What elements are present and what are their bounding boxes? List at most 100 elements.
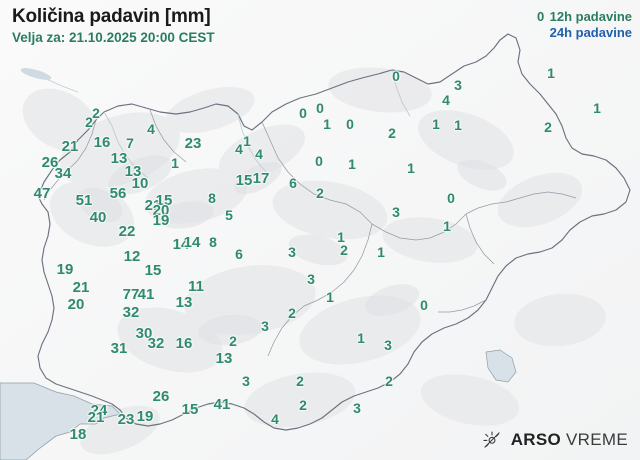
station-value: 1 bbox=[432, 116, 440, 132]
station-value: 3 bbox=[392, 204, 400, 220]
station-value: 6 bbox=[235, 246, 243, 262]
station-value: 1 bbox=[547, 65, 555, 81]
station-value: 13 bbox=[124, 163, 142, 180]
station-value: 40 bbox=[89, 209, 107, 226]
station-value: 0 bbox=[447, 190, 455, 206]
station-value: 2 bbox=[316, 185, 324, 201]
station-value: 19 bbox=[136, 408, 154, 425]
terrain-relief-dark bbox=[77, 155, 507, 346]
station-value: 4 bbox=[255, 146, 263, 162]
station-value: 1 bbox=[357, 330, 365, 346]
station-value: 3 bbox=[353, 400, 361, 416]
station-value: 1 bbox=[593, 100, 601, 116]
station-value: 2 bbox=[299, 397, 307, 413]
station-value: 1 bbox=[243, 133, 251, 149]
station-value: 51 bbox=[75, 192, 93, 209]
station-value: 22 bbox=[118, 223, 136, 240]
station-value: 56 bbox=[109, 185, 127, 202]
station-value: 47 bbox=[33, 185, 51, 202]
station-value: 1 bbox=[323, 116, 331, 132]
station-value: 7 bbox=[126, 135, 134, 151]
station-value: 3 bbox=[242, 373, 250, 389]
sun-cloud-icon bbox=[483, 431, 500, 448]
station-value: 0 bbox=[392, 68, 400, 84]
station-value: 16 bbox=[175, 335, 193, 352]
station-value: 1 bbox=[454, 117, 462, 133]
station-value: 2 bbox=[288, 305, 296, 321]
station-value: 21 bbox=[144, 197, 162, 214]
station-value: 2 bbox=[296, 373, 304, 389]
legend: 0 12h padavine 24h padavine bbox=[535, 9, 632, 41]
station-value: 4 bbox=[147, 121, 155, 137]
legend-label-24h: 24h padavine bbox=[549, 25, 632, 40]
station-value: 2 bbox=[92, 105, 100, 121]
station-value: 1 bbox=[348, 156, 356, 172]
station-value: 6 bbox=[289, 175, 297, 191]
station-value: 1 bbox=[377, 244, 385, 260]
station-value: 32 bbox=[147, 335, 165, 352]
station-value: 4 bbox=[235, 141, 243, 157]
station-value: 30 bbox=[135, 325, 153, 342]
station-value: 1 bbox=[407, 160, 415, 176]
station-value: 1 bbox=[326, 289, 334, 305]
station-value: 1 bbox=[171, 155, 179, 171]
arso-brand: ARSO VREME bbox=[482, 430, 628, 450]
legend-sample-12h: 0 bbox=[537, 9, 545, 24]
station-value: 4 bbox=[271, 411, 279, 427]
station-value: 18 bbox=[69, 426, 87, 443]
station-value: 3 bbox=[288, 244, 296, 260]
station-value: 21 bbox=[72, 279, 90, 296]
station-value: 19 bbox=[56, 261, 74, 278]
station-value: 3 bbox=[261, 318, 269, 334]
station-value: 3 bbox=[384, 337, 392, 353]
station-value: 0 bbox=[316, 100, 324, 116]
station-value: 20 bbox=[152, 202, 170, 219]
brand-name-rest: VREME bbox=[561, 430, 628, 449]
legend-item-12h: 0 12h padavine bbox=[535, 9, 632, 25]
station-value: 2 bbox=[85, 114, 93, 130]
station-value: 21 bbox=[61, 138, 79, 155]
station-value: 11 bbox=[188, 278, 204, 295]
station-value: 0 bbox=[299, 105, 307, 121]
station-value: 26 bbox=[41, 154, 59, 171]
station-value: 12 bbox=[123, 248, 141, 265]
station-value: 14 bbox=[172, 236, 190, 253]
station-value: 34 bbox=[54, 165, 72, 182]
station-value: 5 bbox=[225, 207, 233, 223]
station-value: 20 bbox=[67, 296, 85, 313]
station-value: 3 bbox=[307, 271, 315, 287]
station-value: 0 bbox=[346, 116, 354, 132]
station-value: 23 bbox=[184, 135, 202, 152]
station-value: 17 bbox=[252, 170, 270, 187]
station-value: 26 bbox=[152, 388, 170, 405]
station-value: 41 bbox=[137, 286, 155, 303]
station-value: 0 bbox=[420, 297, 428, 313]
country-border bbox=[37, 33, 631, 431]
station-value: 23 bbox=[117, 411, 135, 428]
station-value: 0 bbox=[315, 153, 323, 169]
station-value: 4 bbox=[442, 92, 450, 108]
station-value: 13 bbox=[215, 350, 233, 367]
station-value: 16 bbox=[93, 134, 111, 151]
station-value: 8 bbox=[208, 190, 216, 206]
station-value: 13 bbox=[110, 150, 128, 167]
internal-boundaries bbox=[43, 109, 577, 357]
station-value: 14 bbox=[183, 234, 201, 251]
brand-name-bold: ARSO bbox=[510, 430, 562, 449]
station-value: 13 bbox=[175, 294, 193, 311]
station-value: 21 bbox=[87, 409, 105, 426]
station-value: 2 bbox=[340, 242, 348, 258]
station-value: 2 bbox=[388, 125, 396, 141]
station-value: 24 bbox=[90, 402, 108, 419]
station-value: 15 bbox=[181, 401, 199, 418]
station-value: 31 bbox=[110, 340, 128, 357]
station-value: 41 bbox=[213, 396, 231, 413]
adriatic-sea bbox=[0, 382, 121, 460]
station-value: 15 bbox=[144, 262, 162, 279]
brand-text: ARSO VREME bbox=[511, 430, 628, 450]
station-value: 77 bbox=[122, 286, 140, 303]
lake bbox=[20, 68, 52, 80]
station-value: 1 bbox=[443, 218, 451, 234]
